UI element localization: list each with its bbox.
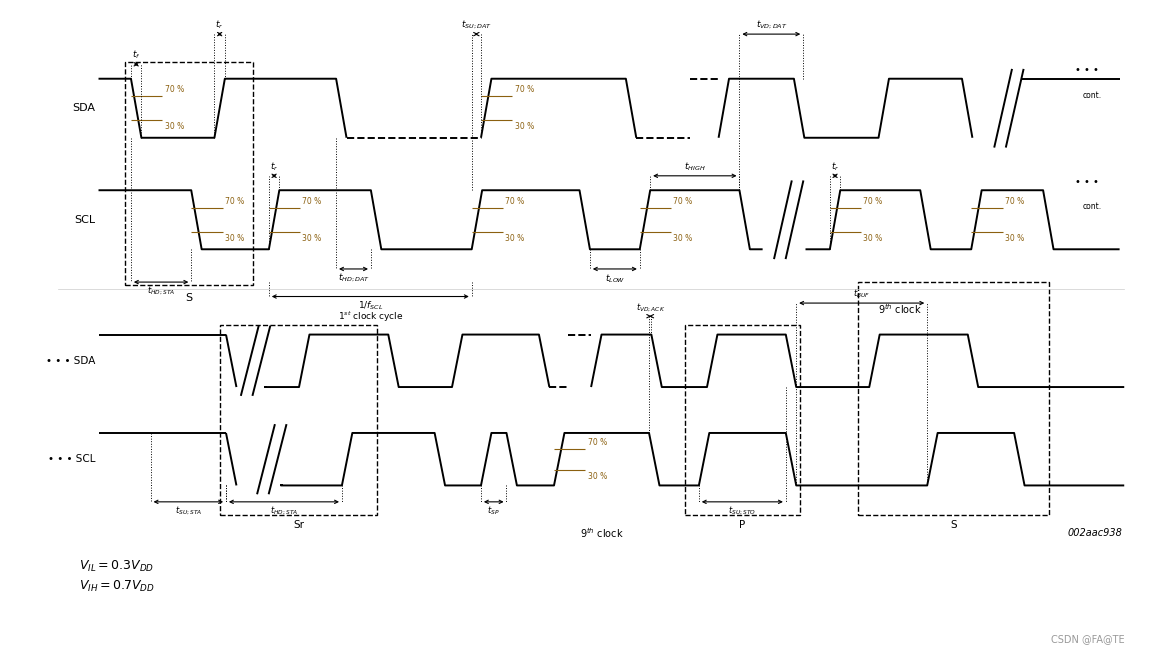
Text: 70 %: 70 %	[1005, 197, 1025, 206]
Text: 30 %: 30 %	[673, 234, 693, 243]
Text: $t_{HD;STA}$: $t_{HD;STA}$	[147, 285, 175, 297]
Text: 70 %: 70 %	[588, 438, 607, 447]
Text: Sr: Sr	[293, 520, 304, 530]
Text: $t_{HD;DAT}$: $t_{HD;DAT}$	[337, 272, 370, 284]
Text: cont.: cont.	[1083, 202, 1101, 211]
Text: 70 %: 70 %	[515, 85, 534, 94]
Text: 002aac938: 002aac938	[1067, 528, 1122, 538]
Text: P: P	[739, 520, 745, 530]
Text: $t_{SU;STA}$: $t_{SU;STA}$	[175, 504, 202, 517]
Text: $t_r$: $t_r$	[831, 160, 839, 173]
Text: $t_{LOW}$: $t_{LOW}$	[605, 272, 625, 285]
Text: 70 %: 70 %	[302, 197, 322, 206]
Bar	[685, 325, 800, 515]
Text: 70 %: 70 %	[505, 197, 525, 206]
Text: 70 %: 70 %	[165, 85, 184, 94]
Text: $1 / f_{SCL}$: $1 / f_{SCL}$	[358, 299, 382, 312]
Text: $9^{th}$ clock: $9^{th}$ clock	[877, 302, 921, 316]
Text: 30 %: 30 %	[1005, 234, 1025, 243]
Text: SDA: SDA	[72, 103, 95, 113]
Bar	[858, 282, 1049, 515]
Text: $V_{IL} = 0.3V_{DD}$: $V_{IL} = 0.3V_{DD}$	[79, 559, 154, 574]
Text: $t_{VD;DAT}$: $t_{VD;DAT}$	[756, 18, 788, 31]
Text: $t_{HIGH}$: $t_{HIGH}$	[684, 160, 706, 173]
Text: 30 %: 30 %	[302, 234, 322, 243]
Text: • • • SDA: • • • SDA	[45, 356, 95, 366]
Text: 30 %: 30 %	[863, 234, 883, 243]
Text: 70 %: 70 %	[673, 197, 693, 206]
Bar	[125, 62, 253, 285]
Text: $9^{th}$ clock: $9^{th}$ clock	[580, 526, 624, 540]
Text: cont.: cont.	[1083, 91, 1101, 100]
Text: $t_{VD;ACK}$: $t_{VD;ACK}$	[635, 301, 665, 314]
Text: $t_{BUF}$: $t_{BUF}$	[853, 288, 870, 300]
Text: $V_{IH} = 0.7V_{DD}$: $V_{IH} = 0.7V_{DD}$	[79, 579, 154, 594]
Text: • • •: • • •	[1076, 177, 1099, 187]
Text: 70 %: 70 %	[225, 197, 245, 206]
Text: 30 %: 30 %	[588, 472, 607, 481]
Text: 70 %: 70 %	[863, 197, 883, 206]
Text: S: S	[185, 293, 192, 303]
Text: CSDN @FA@TE: CSDN @FA@TE	[1050, 634, 1124, 644]
Bar	[220, 325, 377, 515]
Text: SCL: SCL	[74, 215, 95, 225]
Text: 30 %: 30 %	[515, 122, 534, 131]
Text: • • • SCL: • • • SCL	[48, 454, 95, 464]
Text: $t_{HD;STA}$: $t_{HD;STA}$	[270, 504, 298, 517]
Text: S: S	[950, 520, 956, 530]
Text: 30 %: 30 %	[505, 234, 525, 243]
Text: $t_{SP}$: $t_{SP}$	[488, 504, 500, 517]
Text: $1^{st}$ clock cycle: $1^{st}$ clock cycle	[337, 310, 403, 324]
Text: 30 %: 30 %	[225, 234, 245, 243]
Text: $t_{SU;STO}$: $t_{SU;STO}$	[728, 504, 757, 517]
Text: $t_f$: $t_f$	[132, 49, 140, 61]
Text: $t_r$: $t_r$	[270, 160, 278, 173]
Text: $t_{SU;DAT}$: $t_{SU;DAT}$	[461, 18, 491, 31]
Text: • • •: • • •	[1076, 66, 1099, 75]
Text: $t_r$: $t_r$	[216, 18, 224, 31]
Text: 30 %: 30 %	[165, 122, 184, 131]
